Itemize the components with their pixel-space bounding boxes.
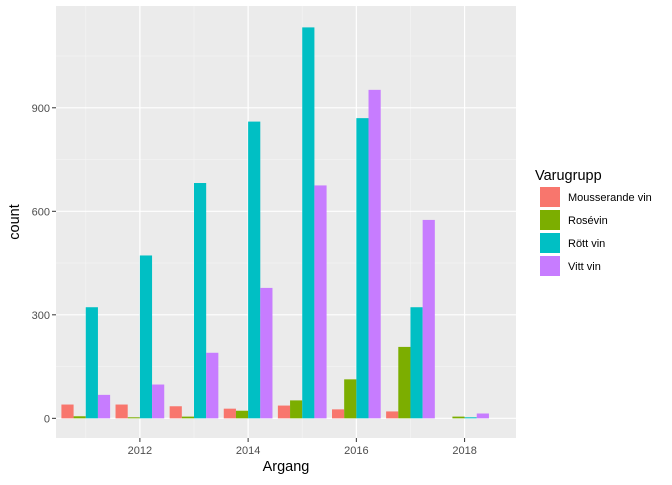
bar: [235, 410, 249, 419]
bar: [314, 185, 327, 419]
bar: [410, 307, 423, 419]
legend-label: Rosévin: [568, 215, 608, 227]
legend-label: Mousserande vin: [568, 192, 652, 204]
y-tick-label: 300: [32, 310, 50, 322]
x-axis-title: Argang: [263, 459, 310, 475]
bar: [127, 417, 140, 419]
x-tick-label: 2014: [236, 445, 260, 457]
bar: [290, 400, 303, 419]
x-tick-label: 2018: [452, 445, 476, 457]
legend-label: Vitt vin: [568, 261, 601, 273]
bar-layer: [61, 27, 489, 419]
bar: [85, 307, 98, 419]
bar: [260, 287, 273, 419]
bar: [61, 404, 74, 419]
bar: [152, 384, 165, 419]
bar: [115, 404, 128, 419]
bar: [97, 394, 111, 419]
bar: [302, 27, 315, 419]
bar: [398, 346, 411, 419]
legend-key: [540, 256, 560, 276]
bar: [344, 379, 357, 419]
x-tick-label: 2016: [344, 445, 368, 457]
x-tick-label: 2012: [128, 445, 152, 457]
bar: [248, 121, 261, 419]
bar: [73, 416, 86, 419]
plot-panel: [56, 6, 516, 438]
axis-layer: 2012 2014 2016 2018 0 300 600 900: [32, 103, 477, 457]
y-tick-label: 900: [32, 103, 50, 115]
bar: [356, 118, 369, 419]
legend: Varugrupp Mousserande vin Rosévin Rött vin…: [535, 168, 652, 276]
bar: [368, 89, 381, 419]
bar: [332, 409, 345, 419]
bar: [277, 405, 291, 419]
bar: [181, 416, 194, 419]
bar: [206, 352, 219, 419]
legend-title: Varugrupp: [535, 168, 602, 184]
legend-label: Rött vin: [568, 238, 605, 250]
y-axis-title: count: [7, 204, 23, 239]
bar: [169, 406, 182, 419]
legend-key: [540, 233, 560, 253]
y-tick-label: 0: [44, 413, 50, 425]
bar: [452, 416, 465, 419]
bar: [464, 417, 477, 419]
bar: [223, 408, 236, 419]
bar: [386, 411, 399, 419]
bar: [476, 413, 489, 419]
y-tick-label: 600: [32, 206, 50, 218]
legend-key: [540, 210, 560, 230]
legend-key: [540, 187, 560, 207]
bar: [139, 255, 153, 419]
bar: [422, 219, 435, 419]
bar: [194, 183, 207, 419]
